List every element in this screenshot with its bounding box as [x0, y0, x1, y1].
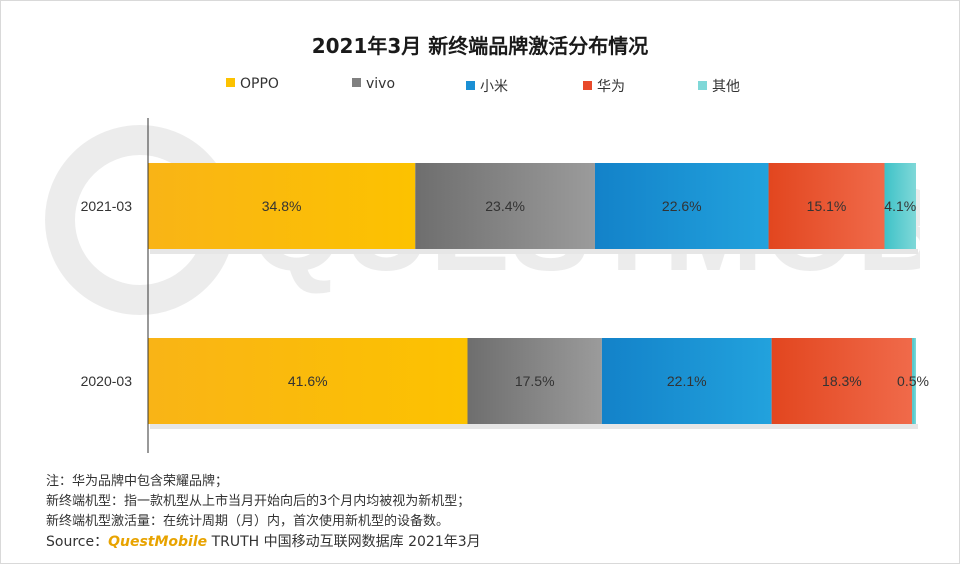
- bar-segment: [771, 338, 913, 424]
- source-text: TRUTH 中国移动互联网数据库 2021年3月: [207, 534, 481, 550]
- legend-item-xiaomi: 小米: [466, 76, 508, 96]
- bar-segment: [148, 163, 416, 249]
- bar-segment: [467, 338, 602, 424]
- legend: OPPO vivo 小米 华为 其他: [0, 76, 960, 96]
- legend-item-vivo: vivo: [352, 76, 395, 92]
- legend-item-huawei: 华为: [583, 76, 625, 96]
- legend-label-other: 其他: [712, 79, 740, 95]
- y-tick-label: 2021-03: [81, 198, 133, 214]
- chart-title: 2021年3月 新终端品牌激活分布情况: [311, 34, 649, 58]
- legend-item-oppo: OPPO: [226, 76, 279, 92]
- bar-segment: [148, 338, 468, 424]
- legend-swatch-xiaomi: [466, 81, 475, 90]
- footnote-activation-definition: 新终端机型激活量：在统计周期（月）内，首次使用新机型的设备数。: [46, 514, 450, 529]
- legend-label-oppo: OPPO: [240, 76, 279, 92]
- bars-layer: [148, 163, 918, 429]
- legend-item-other: 其他: [698, 76, 740, 96]
- bar-value-label: 15.1%: [807, 198, 847, 214]
- legend-label-vivo: vivo: [366, 76, 396, 92]
- bar-segment: [768, 163, 885, 249]
- bar-shadow: [150, 249, 918, 254]
- bar-shadow: [150, 424, 918, 429]
- bar-value-label: 22.6%: [662, 198, 702, 214]
- bar-value-label: 34.8%: [262, 198, 302, 214]
- source-brand: QuestMobile: [108, 534, 208, 550]
- bar-segment: [601, 338, 772, 424]
- bar-segment: [884, 163, 916, 249]
- bar-value-label: 4.1%: [884, 198, 916, 214]
- bar-value-label: 22.1%: [667, 373, 707, 389]
- labels-layer: 34.8% 23.4% 22.6% 15.1% 4.1% 2021-03 41.6% 17.5…: [81, 198, 929, 389]
- legend-swatch-other: [698, 81, 707, 90]
- bar-value-label: 18.3%: [822, 373, 862, 389]
- footnotes: 注：华为品牌中包含荣耀品牌； 新终端机型：指一款机型从上市当月开始向后的3个月内…: [46, 472, 481, 552]
- bar-value-label: 23.4%: [485, 198, 525, 214]
- legend-swatch-vivo: [352, 78, 361, 87]
- bar-segment: [912, 338, 916, 424]
- source-label: Source：: [46, 534, 109, 550]
- bar-value-label: 17.5%: [515, 373, 555, 389]
- legend-label-huawei: 华为: [597, 79, 625, 95]
- legend-swatch-huawei: [583, 81, 592, 90]
- footnote-huawei-honor: 注：华为品牌中包含荣耀品牌；: [46, 474, 229, 489]
- y-tick-label: 2020-03: [81, 373, 133, 389]
- bar-segment: [415, 163, 595, 249]
- bar-value-label: 41.6%: [288, 373, 328, 389]
- bar-value-label: 0.5%: [897, 373, 929, 389]
- bar-segment: [594, 163, 769, 249]
- footnote-new-device-definition: 新终端机型：指一款机型从上市当月开始向后的3个月内均被视为新机型；: [46, 494, 471, 509]
- source-line: Source：QuestMobile TRUTH 中国移动互联网数据库 2021…: [46, 532, 481, 552]
- legend-label-xiaomi: 小米: [480, 79, 508, 95]
- legend-swatch-oppo: [226, 78, 235, 87]
